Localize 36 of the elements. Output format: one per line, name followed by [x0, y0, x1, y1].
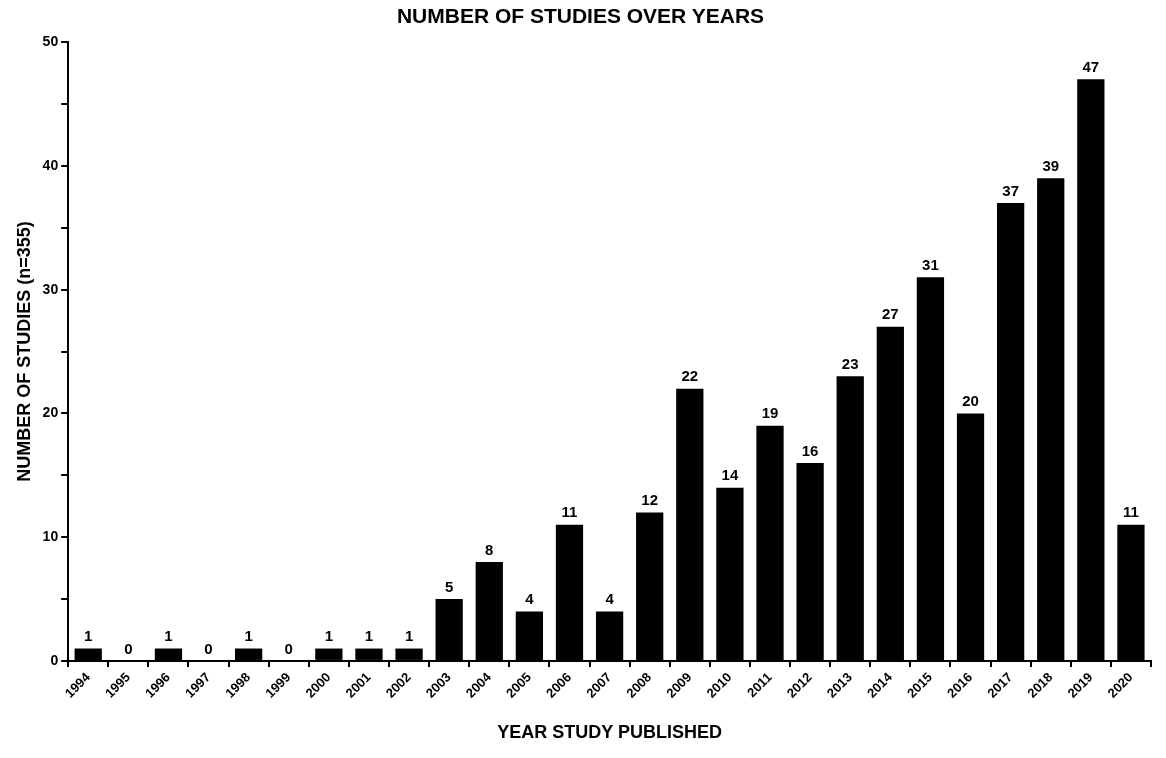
- data-label: 4: [525, 590, 535, 608]
- data-label: 1: [84, 627, 93, 645]
- data-label: 1: [404, 627, 414, 645]
- data-label: 23: [841, 354, 859, 372]
- x-axis-title: YEAR STUDY PUBLISHED: [497, 722, 722, 743]
- data-label: 1: [324, 627, 334, 645]
- data-label: 1: [364, 627, 374, 645]
- y-tick-label: 0: [50, 651, 59, 668]
- data-label: 0: [204, 639, 213, 657]
- data-label: 20: [962, 392, 979, 410]
- data-label: 8: [485, 540, 494, 558]
- data-label: 1: [164, 627, 173, 645]
- data-label: 12: [641, 491, 659, 509]
- chart-title: NUMBER OF STUDIES OVER YEARS: [396, 4, 765, 28]
- data-label: 39: [1042, 156, 1060, 174]
- y-tick-label: 30: [42, 280, 59, 297]
- data-label: 1: [244, 627, 253, 645]
- data-label: 16: [801, 441, 819, 459]
- data-label: 22: [681, 367, 699, 385]
- data-label: 19: [761, 404, 779, 422]
- y-tick-label: 50: [42, 33, 59, 50]
- y-tick-label: 10: [42, 528, 59, 545]
- data-label: 14: [721, 466, 739, 484]
- data-label: 0: [124, 639, 133, 657]
- data-label: 11: [561, 503, 578, 521]
- data-label: 31: [922, 255, 939, 273]
- y-tick-label: 20: [42, 404, 59, 421]
- data-label: 4: [605, 590, 615, 608]
- y-axis-title: NUMBER OF STUDIES (n=355): [13, 221, 34, 482]
- data-label: 11: [1123, 503, 1139, 521]
- data-label: 47: [1082, 57, 1100, 75]
- data-label: 5: [445, 577, 454, 595]
- data-label: 0: [284, 639, 293, 657]
- data-label: 27: [881, 305, 899, 323]
- y-tick-label: 40: [42, 156, 59, 173]
- data-label: 37: [1002, 181, 1019, 199]
